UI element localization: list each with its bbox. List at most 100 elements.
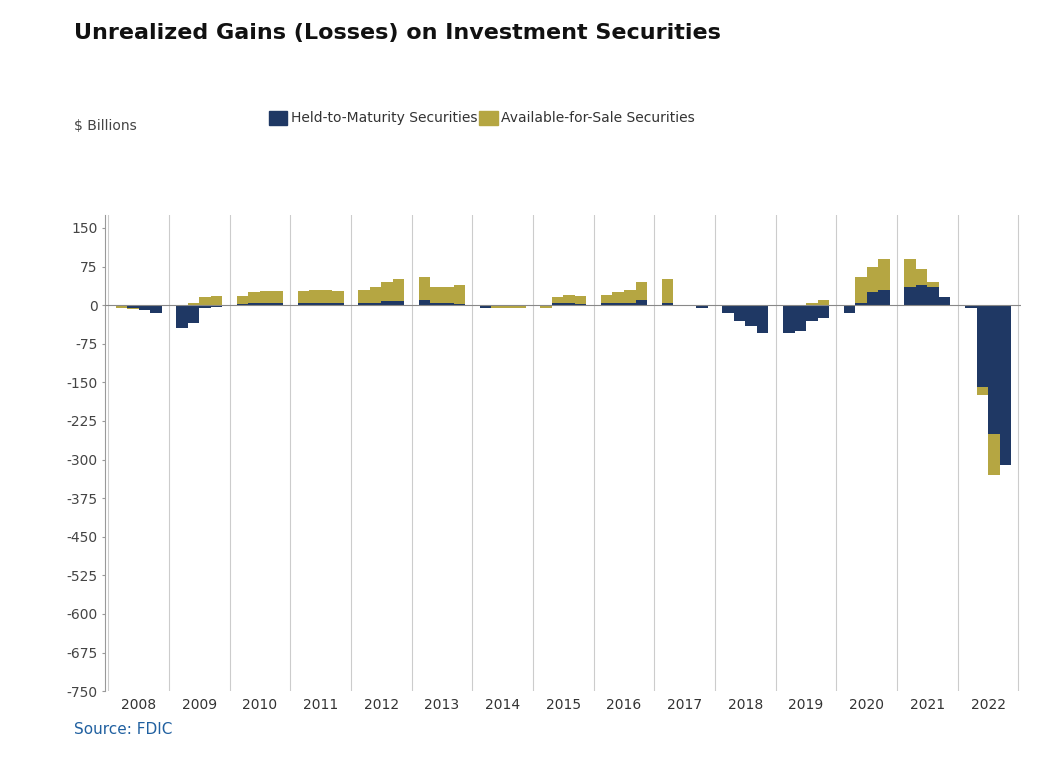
Bar [999,305,1011,310]
Bar [624,290,636,305]
Bar [321,290,332,305]
Bar [806,305,817,320]
Bar [722,305,734,313]
Bar [442,287,454,305]
Bar [479,305,491,308]
Bar [552,297,563,305]
Bar [358,290,370,305]
Bar [722,305,734,308]
Bar [116,305,127,308]
Bar [199,297,211,305]
Bar [661,280,673,305]
Bar [988,305,999,475]
Bar [310,290,321,305]
Bar [540,305,552,308]
Bar [199,305,211,308]
Bar [249,293,260,305]
Bar [976,305,988,388]
Bar [855,276,867,305]
Bar [272,303,283,305]
Bar [939,297,951,305]
Bar [237,296,249,305]
Bar [601,303,613,305]
Bar [939,297,951,305]
Bar [139,305,151,310]
Bar [176,305,187,308]
Bar [878,290,890,305]
Bar [734,305,746,308]
Bar [916,269,928,305]
Bar [127,305,139,310]
Bar [358,303,370,305]
Bar [795,305,806,310]
Bar [127,305,139,308]
Bar [613,293,624,305]
Text: Held-to-Maturity Securities: Held-to-Maturity Securities [291,111,477,124]
Bar [176,305,187,328]
Bar [843,305,855,310]
Bar [757,305,769,326]
Bar [381,301,393,305]
Bar [905,259,916,305]
Bar [260,291,272,305]
Bar [381,282,393,305]
Bar [965,305,976,308]
Bar [575,296,587,305]
Bar [601,295,613,305]
Bar [419,300,431,305]
Bar [431,287,442,305]
Bar [636,300,648,305]
Text: Available-for-Sale Securities: Available-for-Sale Securities [501,111,695,124]
Bar [575,303,587,305]
Bar [370,287,381,305]
Bar [867,266,878,305]
Bar [636,282,648,305]
Bar [502,305,514,308]
Text: $ Billions: $ Billions [74,119,137,133]
Bar [321,303,332,305]
Bar [878,259,890,305]
Bar [431,303,442,305]
Bar [116,305,127,306]
Bar [310,303,321,305]
Bar [696,305,708,308]
Bar [999,305,1011,465]
Bar [540,305,552,306]
Bar [298,303,310,305]
Text: Source: FDIC: Source: FDIC [74,722,172,737]
Bar [867,293,878,305]
Bar [783,305,795,313]
Bar [613,303,624,305]
Bar [491,305,502,306]
Bar [454,303,465,305]
Bar [965,305,976,308]
Bar [757,305,769,333]
Bar [806,303,817,305]
Bar [454,284,465,305]
Bar [272,291,283,305]
Text: Unrealized Gains (Losses) on Investment Securities: Unrealized Gains (Losses) on Investment … [74,23,720,43]
Bar [332,303,343,305]
Bar [211,296,222,305]
Bar [563,303,575,305]
Bar [393,301,404,305]
Bar [795,305,806,331]
Bar [928,287,939,305]
Bar [552,303,563,305]
Bar [249,303,260,305]
Bar [783,305,795,333]
Bar [260,303,272,305]
Bar [696,305,708,308]
Bar [491,305,502,308]
Bar [211,305,222,306]
Bar [514,305,525,306]
Bar [187,305,199,323]
Bar [151,305,162,313]
Bar [442,303,454,305]
Bar [298,291,310,305]
Bar [332,291,343,305]
Bar [916,284,928,305]
Bar [187,303,199,305]
Bar [624,303,636,305]
Bar [563,295,575,305]
